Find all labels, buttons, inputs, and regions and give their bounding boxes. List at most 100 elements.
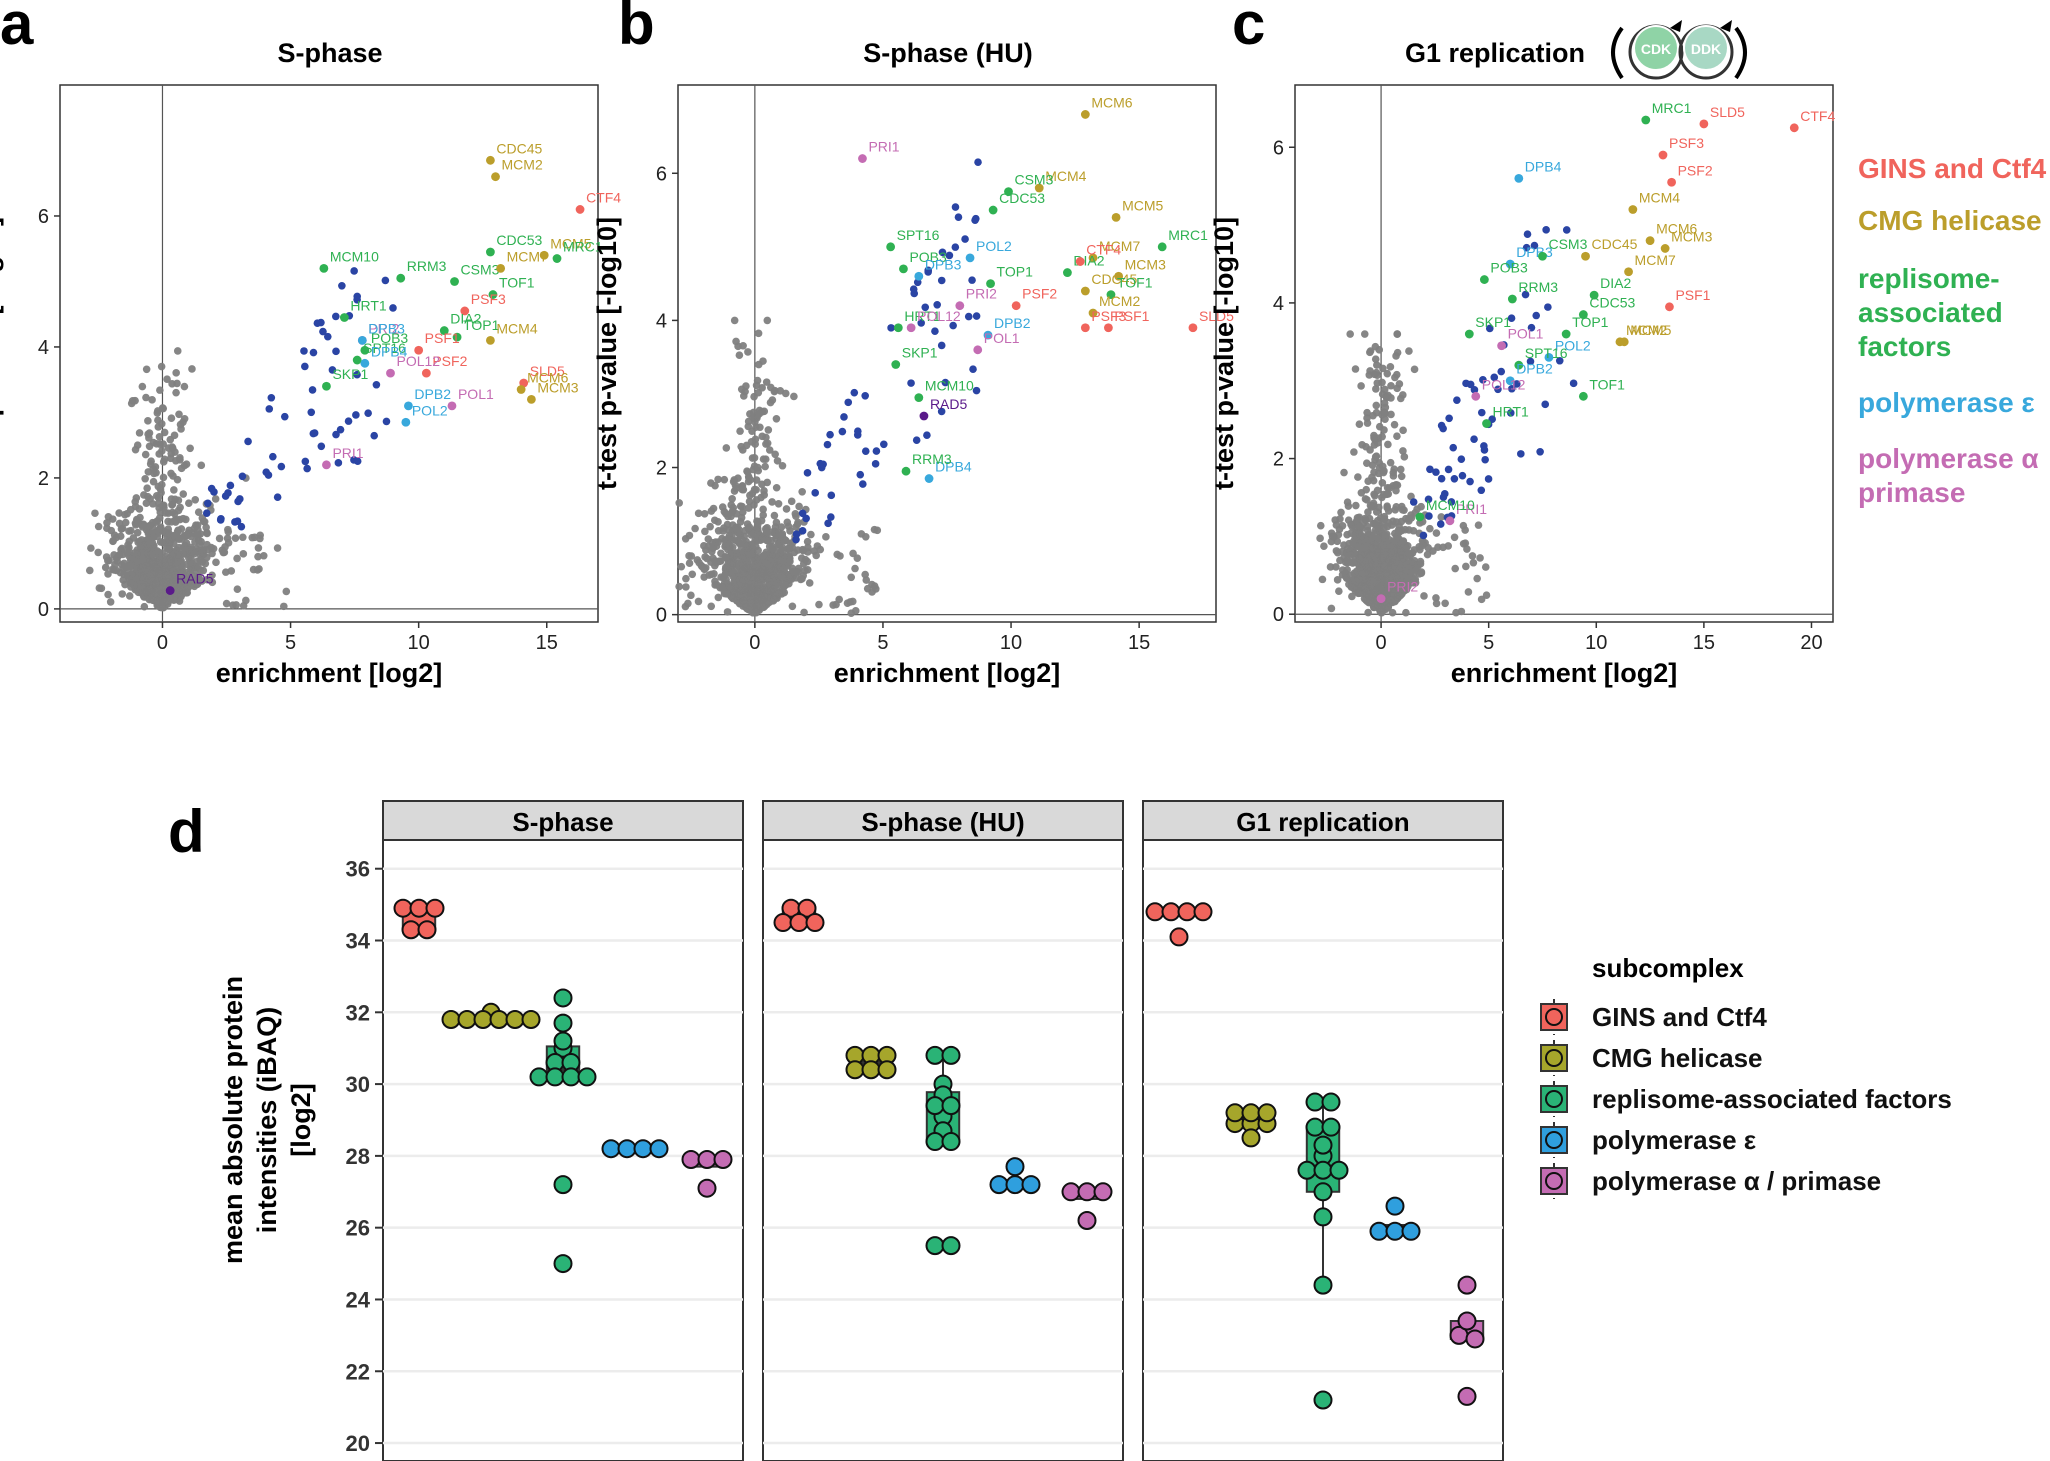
panel-letter-c: c [1232, 0, 1265, 57]
background-point [1335, 587, 1343, 596]
protein-label-dia2: DIA2 [1600, 275, 1631, 291]
protein-point-psf3 [1080, 323, 1090, 333]
protein-label-spt16: SPT16 [1525, 345, 1568, 361]
background-point [1386, 363, 1395, 371]
protein-label-ctf4: CTF4 [1086, 242, 1121, 258]
data-point [393, 898, 413, 918]
protein-point-skp1 [322, 381, 331, 391]
background-point [724, 545, 732, 554]
background-point [1343, 566, 1351, 574]
significant-point [332, 312, 340, 321]
significant-point [381, 276, 390, 285]
protein-label-top1: TOP1 [997, 264, 1034, 280]
significant-point [945, 251, 954, 260]
data-point [1305, 1092, 1325, 1112]
significant-point [924, 268, 932, 276]
background-point [144, 529, 153, 538]
background-point [756, 423, 764, 432]
background-point [115, 519, 124, 528]
background-point [1371, 599, 1380, 608]
data-point [925, 1132, 945, 1152]
significant-point [798, 509, 807, 518]
significant-point [319, 327, 327, 336]
data-point [805, 913, 825, 933]
background-point [159, 473, 168, 482]
protein-point-pol1 [1497, 341, 1506, 351]
protein-label-cdc53: CDC53 [496, 232, 542, 248]
data-point [1313, 1207, 1333, 1227]
background-point [144, 535, 152, 544]
background-point [705, 571, 713, 579]
background-point [1318, 575, 1327, 584]
background-point [815, 600, 823, 609]
background-point [1357, 532, 1365, 541]
x-axis-title: enrichment [log2] [834, 658, 1061, 688]
background-point [870, 525, 879, 534]
protein-label-psf2: PSF2 [1022, 286, 1057, 302]
protein-label-mcm6: MCM6 [527, 370, 568, 386]
significant-point [854, 427, 862, 435]
background-point [1353, 585, 1361, 594]
protein-label-mcm2: MCM2 [502, 157, 543, 173]
arrow-icon [1670, 20, 1682, 32]
background-point [164, 517, 172, 526]
x-tick-label: 10 [408, 632, 430, 654]
background-point [239, 601, 248, 610]
protein-point-ctf4 [1075, 257, 1085, 266]
x-tick-label: 20 [1800, 632, 1822, 654]
y-tick-label: 2 [38, 468, 49, 490]
protein-label-pol12: POL12 [396, 353, 440, 369]
background-point [777, 572, 786, 581]
background-point [1336, 515, 1344, 523]
significant-point [1555, 356, 1564, 365]
significant-point [307, 408, 316, 417]
background-point [763, 478, 772, 487]
significant-point [1447, 498, 1456, 506]
protein-label-mcm2: MCM2 [1099, 293, 1140, 309]
data-point [1257, 1103, 1277, 1123]
protein-point-psf1 [414, 345, 424, 355]
background-point [783, 518, 792, 527]
background-point [104, 570, 112, 578]
y-axis-title-line: [log2] [286, 1083, 316, 1157]
protein-label-mcm2: MCM2 [1626, 322, 1667, 338]
background-point [152, 440, 161, 448]
significant-point [1541, 400, 1550, 409]
background-point [110, 551, 118, 559]
background-point [273, 544, 282, 552]
background-point [1361, 516, 1370, 524]
protein-point-mrc1 [1157, 242, 1167, 252]
significant-point [269, 452, 277, 461]
background-point [737, 385, 746, 394]
background-point [1316, 534, 1324, 543]
protein-label-psf1: PSF1 [1114, 308, 1149, 324]
protein-point-mcm7 [496, 263, 506, 273]
background-point [1395, 380, 1404, 388]
background-point [116, 532, 125, 541]
significant-point [334, 459, 343, 467]
protein-point-dia2 [1589, 290, 1599, 300]
background-point [160, 428, 169, 437]
legend-pol-a-line1: polymerase α [1858, 443, 2039, 474]
background-point [1367, 563, 1375, 572]
data-point [1177, 902, 1197, 922]
background-point [1332, 563, 1340, 571]
panel-letter-d: d [168, 798, 205, 865]
background-point [744, 348, 752, 356]
background-point [752, 496, 761, 504]
background-point [254, 552, 262, 561]
x-tick-label: 5 [1483, 632, 1494, 654]
background-point [1380, 515, 1389, 524]
data-point [1297, 1160, 1317, 1180]
protein-label-dpb4: DPB4 [1525, 158, 1562, 174]
legend-key-point [1545, 1172, 1563, 1190]
background-point [141, 450, 150, 459]
data-point [713, 1149, 733, 1169]
protein-point-rad5 [165, 586, 175, 595]
significant-point [1436, 520, 1445, 528]
protein-point-hrt1 [893, 323, 903, 333]
background-point [723, 608, 732, 616]
background-point [759, 505, 767, 514]
data-point [545, 1067, 565, 1087]
background-point [801, 566, 809, 575]
